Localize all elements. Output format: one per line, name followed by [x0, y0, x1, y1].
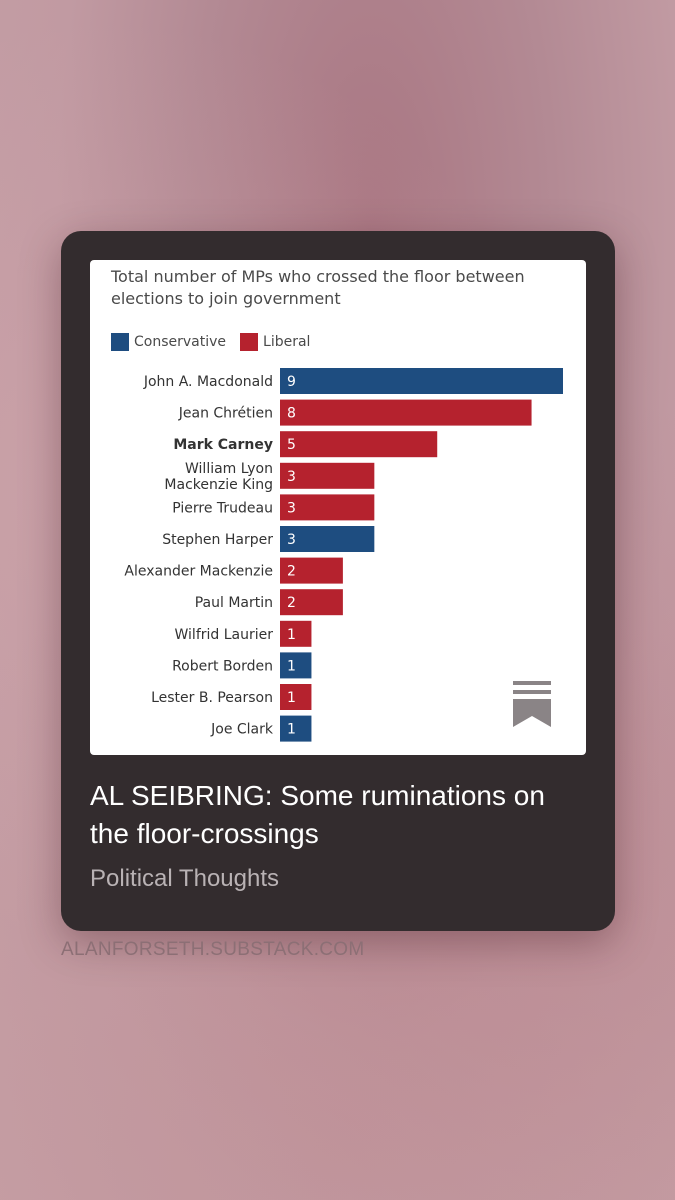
category-label: Robert Borden	[172, 658, 273, 674]
category-label: John A. Macdonald	[143, 374, 273, 390]
legend-swatch-liberal	[240, 333, 259, 351]
category-label: Joe Clark	[210, 722, 274, 738]
site-url[interactable]: ALANFORSETH.SUBSTACK.COM	[61, 939, 365, 960]
bar	[280, 715, 312, 742]
bar-value-label: 1	[287, 690, 296, 706]
chart-image: Total number of MPs who crossed the floo…	[90, 260, 586, 755]
bar	[280, 589, 343, 616]
bar-value-label: 9	[287, 374, 296, 390]
category-label: Mackenzie King	[164, 477, 273, 493]
bar	[280, 368, 563, 394]
legend-label-liberal: Liberal	[263, 334, 311, 350]
bar-value-label: 2	[287, 564, 296, 580]
bar-value-label: 3	[287, 500, 296, 516]
bar	[280, 620, 312, 647]
bar-chart: 9 John A. Macdonald 8 Jean Chrétien 5 Mark Ca…	[124, 368, 563, 742]
category-label: Wilfrid Laurier	[175, 627, 274, 643]
bar-value-label: 5	[287, 437, 296, 453]
link-preview-card[interactable]: Total number of MPs who crossed the floo…	[61, 231, 615, 931]
bar	[280, 399, 532, 426]
bar	[280, 557, 343, 584]
legend-swatch-conservative	[111, 333, 129, 351]
category-label: Lester B. Pearson	[151, 690, 273, 706]
bar-value-label: 8	[287, 406, 296, 422]
bookmark-icon[interactable]	[513, 681, 551, 727]
category-label: Stephen Harper	[162, 532, 273, 548]
bar	[280, 652, 312, 679]
bar	[280, 526, 375, 552]
bar	[280, 494, 375, 521]
bar-value-label: 3	[287, 469, 296, 485]
bar-value-label: 1	[287, 627, 296, 643]
bar	[280, 431, 438, 458]
legend-label-conservative: Conservative	[134, 334, 227, 350]
category-label: Alexander Mackenzie	[124, 564, 273, 580]
legend-item-liberal: Liberal	[240, 333, 310, 351]
category-label: Paul Martin	[195, 595, 273, 611]
bar-value-label: 1	[287, 722, 296, 738]
chart-legend: Conservative Liberal	[111, 332, 324, 352]
category-label: Mark Carney	[173, 437, 273, 453]
post-subtitle: Political Thoughts	[90, 865, 279, 892]
category-label: Pierre Trudeau	[172, 500, 273, 516]
bar-value-label: 2	[287, 595, 296, 611]
bar	[280, 684, 312, 710]
legend-item-conservative: Conservative	[111, 333, 226, 351]
bar-value-label: 1	[287, 658, 296, 674]
category-label: Jean Chrétien	[178, 406, 273, 422]
bar-value-label: 3	[287, 532, 296, 548]
category-label: William Lyon	[185, 461, 273, 477]
bar	[280, 462, 375, 489]
chart-title: Total number of MPs who crossed the floo…	[111, 267, 525, 308]
post-title[interactable]: AL SEIBRING: Some ruminations on the flo…	[90, 780, 545, 849]
